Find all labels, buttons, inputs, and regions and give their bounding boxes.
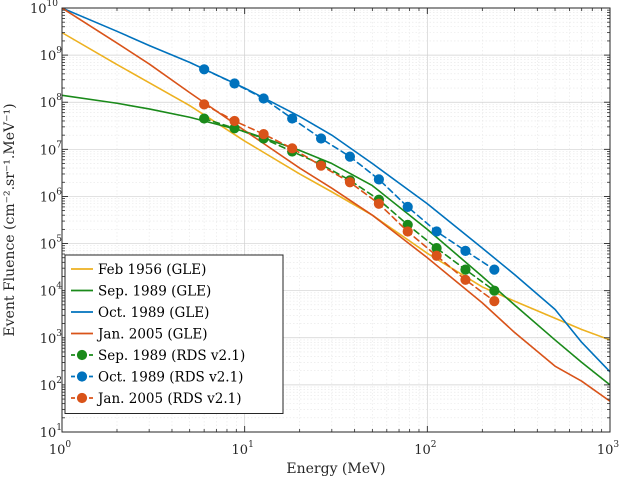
y-tick-label: 107 bbox=[40, 140, 63, 158]
legend-swatch-marker bbox=[76, 371, 88, 382]
y-tick-label: 108 bbox=[40, 93, 63, 111]
y-tick-label: 101 bbox=[40, 423, 62, 441]
data-point bbox=[460, 264, 471, 275]
solid-series-line bbox=[62, 31, 610, 341]
data-point bbox=[315, 133, 327, 144]
data-point bbox=[489, 264, 500, 275]
data-point bbox=[489, 285, 500, 296]
data-point bbox=[258, 93, 269, 104]
legend-label: Oct. 1989 (GLE) bbox=[98, 305, 209, 321]
y-tick-label: 1010 bbox=[30, 0, 58, 17]
legend: Feb 1956 (GLE) Sep. 1989 (GLE) Oct. 1989… bbox=[64, 254, 284, 414]
legend-label: Jan. 2005 (GLE) bbox=[96, 327, 208, 343]
y-tick-label: 102 bbox=[40, 376, 62, 394]
data-point bbox=[373, 174, 384, 185]
legend-swatch-marker bbox=[76, 392, 88, 404]
series-0 bbox=[62, 31, 610, 341]
series-2 bbox=[62, 8, 610, 373]
x-tick-label: 101 bbox=[232, 440, 254, 458]
data-point bbox=[344, 177, 356, 188]
y-tick-label: 103 bbox=[40, 329, 63, 347]
dashed-series-line bbox=[203, 117, 496, 292]
legend-label: Sep. 1989 (RDS v2.1) bbox=[98, 348, 245, 364]
series-6 bbox=[199, 99, 500, 307]
x-axis-title: Energy (MeV) bbox=[286, 461, 385, 477]
x-tick-label: 100 bbox=[49, 440, 72, 458]
solid-series-line bbox=[62, 94, 610, 386]
plot-frame bbox=[61, 7, 611, 433]
data-point bbox=[460, 245, 471, 256]
x-tick-label: 103 bbox=[597, 440, 620, 458]
data-point bbox=[199, 99, 210, 110]
legend-box bbox=[64, 254, 284, 414]
data-point bbox=[199, 64, 210, 75]
y-tick-label: 104 bbox=[40, 282, 63, 300]
data-point bbox=[431, 226, 442, 237]
data-point bbox=[373, 198, 384, 209]
x-tick-label: 102 bbox=[414, 440, 436, 458]
data-point bbox=[287, 143, 298, 154]
data-point bbox=[258, 129, 269, 140]
data-point bbox=[287, 113, 298, 124]
data-point bbox=[229, 115, 240, 127]
legend-label: Feb 1956 (GLE) bbox=[98, 262, 206, 278]
y-tick-label: 106 bbox=[40, 187, 63, 205]
series-1 bbox=[62, 94, 610, 386]
y-tick-label: 105 bbox=[40, 235, 63, 253]
x-tick-labels: 100 101 102 103 bbox=[49, 440, 620, 458]
solid-series-line bbox=[62, 8, 610, 373]
data-point bbox=[402, 226, 413, 237]
legend-label: Oct. 1989 (RDS v2.1) bbox=[98, 370, 243, 386]
data-point bbox=[315, 160, 327, 171]
data-point bbox=[431, 250, 442, 261]
y-tick-labels: 101 102 103 104 105 106 107 108 109 1010 bbox=[30, 0, 62, 441]
data-point bbox=[344, 151, 356, 162]
legend-swatch-marker bbox=[76, 349, 88, 361]
data-point bbox=[489, 296, 500, 307]
series-5 bbox=[199, 64, 500, 275]
legend-label: Jan. 2005 (RDS v2.1) bbox=[96, 391, 242, 407]
data-point bbox=[229, 78, 240, 89]
solid-series-line bbox=[62, 8, 610, 403]
series-3 bbox=[62, 8, 610, 403]
data-point bbox=[460, 274, 471, 285]
series-layer bbox=[62, 8, 610, 403]
data-point bbox=[199, 113, 210, 124]
y-tick-label: 109 bbox=[40, 46, 63, 64]
legend-label: Sep. 1989 (GLE) bbox=[98, 284, 211, 300]
data-point bbox=[402, 201, 413, 212]
y-axis-title: Event Fluence (cm⁻².sr⁻¹.MeV⁻¹) bbox=[2, 103, 18, 336]
